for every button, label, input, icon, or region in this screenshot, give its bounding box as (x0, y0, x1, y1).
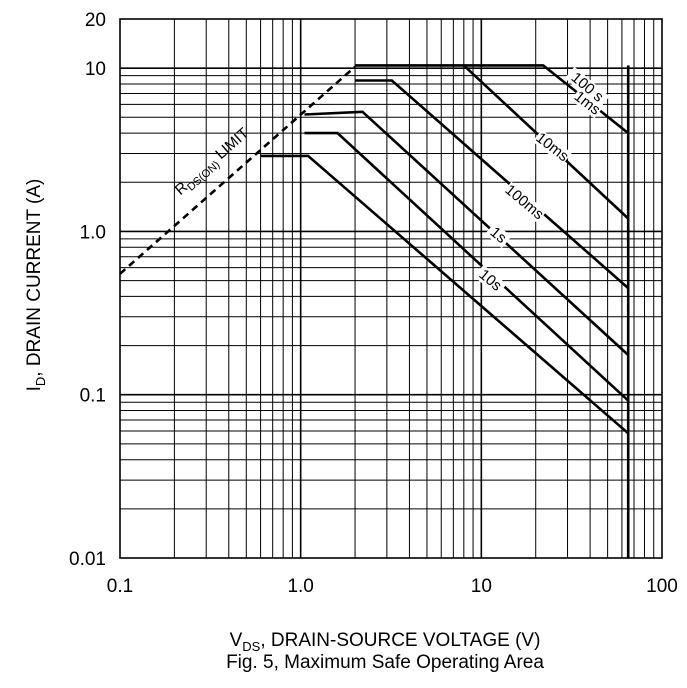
y-tick-label: 1.0 (80, 222, 106, 243)
y-tick-label: 20 (85, 10, 106, 31)
x-tick-label: 10 (471, 576, 492, 597)
y-tick-label: 0.1 (80, 386, 106, 407)
curve-label-bg (473, 264, 507, 296)
y-tick-label: 10 (85, 59, 106, 80)
x-tick-label: 100 (646, 576, 678, 597)
plot-frame (119, 18, 663, 559)
soa-curve (304, 131, 630, 402)
soa-curve (304, 110, 630, 356)
curve-label-bg (564, 66, 610, 108)
curve-label-group: 1s (485, 222, 512, 249)
x-axis-title: VDS, DRAIN-SOURCE VOLTAGE (V) (230, 630, 541, 654)
curve-label-bg (532, 129, 572, 165)
y-axis-title: ID, DRAIN CURRENT (A) (24, 179, 48, 392)
x-tick-label: 0.1 (107, 576, 133, 597)
curve-label: 100ms (502, 181, 547, 223)
curve-label-bg (485, 222, 512, 249)
curve-label-bg (570, 88, 604, 119)
soa-curve (355, 79, 630, 290)
curve-label-group: 10s (473, 264, 507, 296)
soa-curve (260, 154, 630, 435)
curve-label-bg (501, 181, 547, 223)
rds-limit-label: RDS(ON) LIMIT (172, 125, 255, 201)
figure-caption: Fig. 5, Maximum Safe Operating Area (226, 652, 544, 673)
y-tick-label: 0.01 (69, 549, 106, 570)
rds-limit-line (119, 65, 356, 275)
x-tick-label: 1.0 (287, 576, 313, 597)
curve-label-group: 100ms (501, 181, 547, 223)
grid (120, 19, 662, 558)
